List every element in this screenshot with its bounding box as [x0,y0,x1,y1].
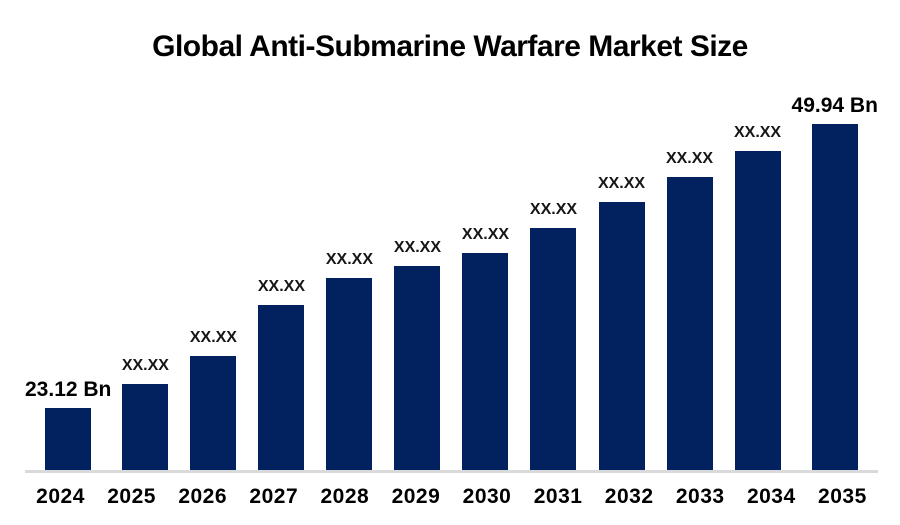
bar-2025 [122,384,169,471]
bar-column-2031: XX.XX [519,85,587,471]
bar-2024 [45,408,92,471]
x-axis-label-2031: 2031 [533,485,583,508]
x-axis-label-2025: 2025 [107,485,156,508]
x-axis-label-2034: 2034 [746,485,796,508]
x-axis-line [25,470,878,473]
x-axis-label-2035: 2035 [818,485,867,508]
bar-2029 [394,266,441,471]
bar-2034 [734,151,781,471]
bar-column-2034: XX.XX [724,85,792,471]
value-label-2034: XX.XX [733,124,782,142]
bar-column-2035: 49.94 Bn [792,85,878,471]
bar-column-2025: XX.XX [111,85,179,471]
x-axis-label-2029: 2029 [391,485,441,508]
bar-2031 [530,228,577,471]
x-axis-labels: 2024 2025 2026 2027 2028 2029 2030 2031 2032 2033… [25,485,878,509]
x-axis-label-2027: 2027 [249,485,299,508]
bars-area: 23.12 Bn XX.XX XX.XX XX.XX XX.XX XX.XX XX.XX XX… [25,85,878,471]
bar-2028 [326,278,373,471]
value-label-2032: XX.XX [597,175,646,193]
bar-column-2027: XX.XX [247,85,315,471]
x-axis-label-2032: 2032 [604,485,654,508]
chart-title: Global Anti-Submarine Warfare Market Siz… [152,30,748,63]
bar-2035 [811,124,858,471]
bar-2033 [666,177,713,471]
x-axis-label-2026: 2026 [178,485,228,508]
value-label-2028: XX.XX [325,251,374,269]
value-label-2030: XX.XX [461,226,510,244]
bar-2030 [462,253,509,471]
bar-column-2024: 23.12 Bn [25,85,111,471]
bar-column-2026: XX.XX [179,85,247,471]
x-axis-label-2033: 2033 [675,485,725,508]
bar-column-2032: XX.XX [588,85,656,471]
value-label-2025: XX.XX [121,357,169,375]
value-label-2029: XX.XX [393,239,442,257]
bar-2027 [258,305,305,471]
value-label-2026: XX.XX [189,329,237,347]
value-label-2027: XX.XX [257,278,305,296]
bar-column-2033: XX.XX [656,85,724,471]
x-axis-label-2028: 2028 [320,485,370,508]
value-label-2031: XX.XX [529,201,578,219]
bar-column-2030: XX.XX [451,85,519,471]
value-label-2035: 49.94 Bn [791,93,878,117]
bar-column-2029: XX.XX [383,85,451,471]
bar-2032 [598,202,645,471]
x-axis-label-2024: 2024 [36,485,85,508]
value-label-2033: XX.XX [665,150,714,168]
bar-column-2028: XX.XX [315,85,383,471]
value-label-2024: 23.12 Bn [25,377,112,401]
x-axis-label-2030: 2030 [462,485,512,508]
bar-2026 [190,356,237,471]
